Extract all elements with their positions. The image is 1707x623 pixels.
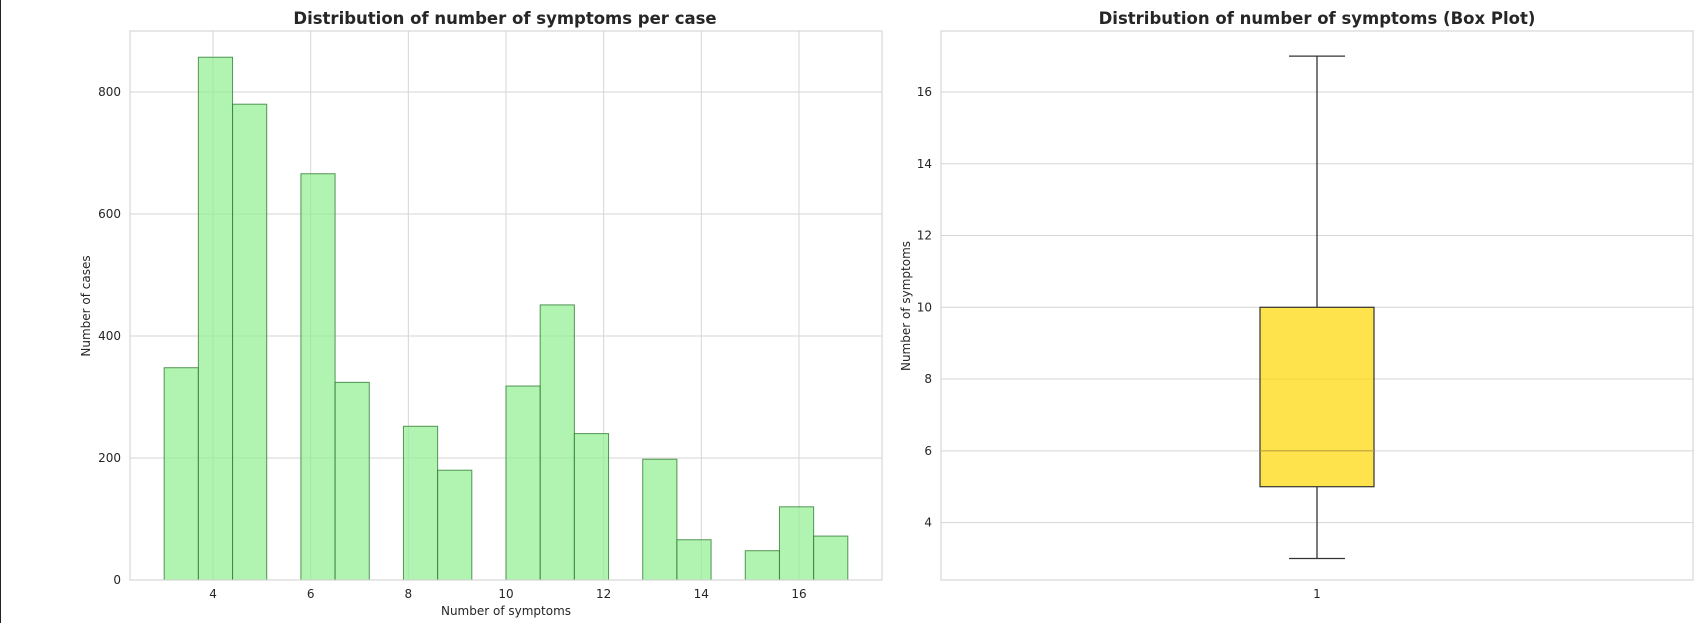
histogram-bar-5 (334, 381, 370, 581)
hist-x-tick-label: 6 (307, 587, 315, 601)
histogram-y-ticks: 0 200 400 600 800 (98, 85, 121, 587)
histogram-bar-9 (539, 304, 575, 581)
histogram-bar-7 (437, 469, 473, 581)
histogram-bar-3 (232, 103, 268, 581)
histogram-bar-8 (505, 385, 541, 581)
box-y-tick-label: 10 (917, 300, 932, 314)
box-y-tick-label: 12 (917, 229, 932, 243)
box-y-tick-label: 6 (924, 444, 932, 458)
box-x-tick-label: 1 (1313, 587, 1321, 601)
interquartile-box (1259, 306, 1375, 488)
boxplot-title: Distribution of number of symptoms (Box … (1099, 9, 1536, 28)
boxplot-y-ticks: 4 6 8 10 12 14 16 (917, 85, 932, 530)
hist-y-tick-label: 600 (98, 207, 121, 221)
box-y-tick-label: 4 (924, 516, 932, 530)
histogram-bar-6 (402, 425, 439, 581)
histogram-bar-1 (163, 367, 199, 581)
hist-x-tick-label: 8 (405, 587, 413, 601)
page-left-border (0, 0, 1, 623)
histogram-title: Distribution of number of symptoms per c… (293, 9, 716, 28)
histogram-bar-10 (573, 433, 610, 581)
boxplot-panel: Distribution of number of symptoms (Box … (899, 9, 1694, 601)
box-y-tick-label: 16 (917, 85, 932, 99)
hist-x-tick-label: 4 (209, 587, 217, 601)
histogram-x-ticks: 4 6 8 10 12 14 16 (209, 587, 806, 601)
hist-x-tick-label: 12 (596, 587, 611, 601)
hist-x-tick-label: 14 (694, 587, 709, 601)
histogram-y-label: Number of cases (79, 255, 93, 356)
boxplot-x-ticks: 1 (1313, 587, 1321, 601)
histogram-bar-12 (676, 539, 712, 581)
hist-y-tick-label: 800 (98, 85, 121, 99)
histogram-bar-11 (642, 458, 678, 581)
boxplot-frame (940, 30, 1694, 581)
hist-y-tick-label: 400 (98, 329, 121, 343)
histogram-bar-4 (300, 173, 336, 581)
histogram-x-label: Number of symptoms (441, 604, 571, 618)
histogram-bars (163, 56, 849, 581)
box-y-tick-label: 8 (924, 372, 932, 386)
histogram-bar-2 (197, 56, 234, 581)
histogram-panel: Distribution of number of symptoms per c… (79, 9, 883, 618)
histogram-bar-14 (778, 506, 815, 581)
histogram-frame (129, 30, 883, 581)
hist-y-tick-label: 0 (113, 573, 121, 587)
boxplot-body (1259, 55, 1375, 560)
boxplot-y-label: Number of symptoms (899, 241, 913, 371)
hist-x-tick-label: 10 (498, 587, 513, 601)
hist-x-tick-label: 16 (791, 587, 806, 601)
histogram-bar-15 (813, 535, 849, 581)
hist-y-tick-label: 200 (98, 451, 121, 465)
box-y-tick-label: 14 (917, 157, 932, 171)
histogram-bar-13 (744, 550, 780, 581)
